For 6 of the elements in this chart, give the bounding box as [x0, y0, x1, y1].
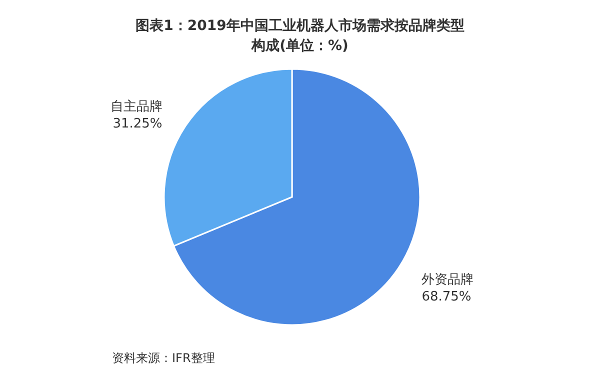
text: 资料来源：IFR整理 — [112, 351, 215, 365]
slice-label: 自主品牌 — [110, 98, 162, 114]
data-label: 68.75% — [422, 290, 472, 305]
chart-title: 图表1：2019年中国工业机器人市场需求按品牌类型构成(单位：%) — [136, 17, 464, 54]
data-label: 31.25% — [112, 116, 162, 132]
slice-label: 外资品牌 — [422, 272, 474, 288]
